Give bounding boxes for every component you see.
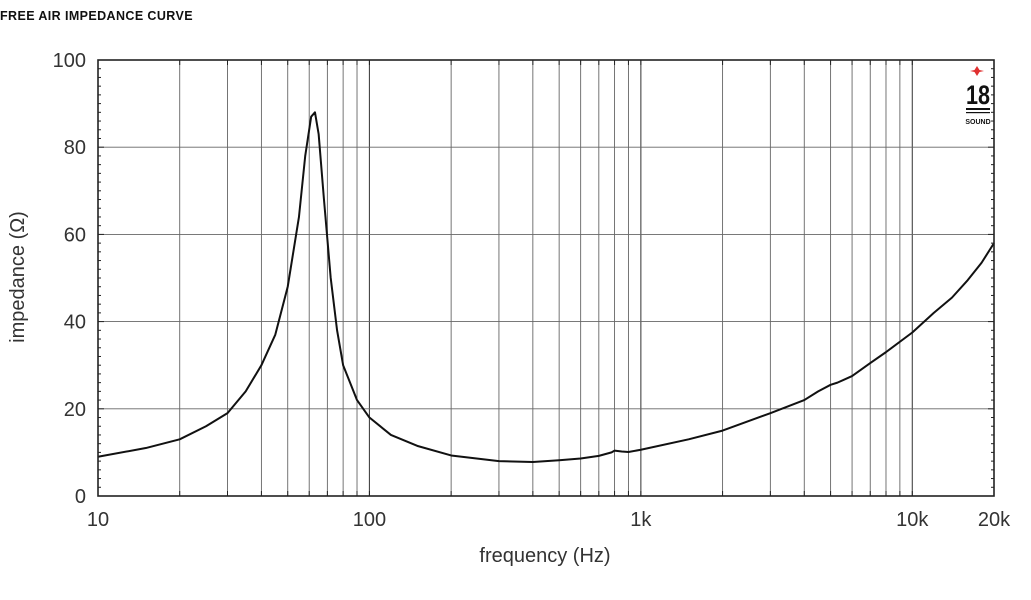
y-tick-label: 40 bbox=[64, 312, 86, 334]
x-tick-label: 1k bbox=[630, 509, 652, 531]
y-tick-label: 100 bbox=[53, 50, 86, 72]
x-tick-label: 20k bbox=[978, 509, 1011, 531]
x-axis-label: frequency (Hz) bbox=[479, 545, 610, 567]
y-tick-label: 80 bbox=[64, 137, 86, 159]
tick-layer bbox=[97, 59, 995, 497]
star-icon bbox=[970, 66, 984, 76]
logo-subtext: SOUND bbox=[965, 119, 990, 126]
logo-number: 18 bbox=[966, 80, 990, 110]
x-tick-label: 10 bbox=[87, 509, 109, 531]
brand-logo: 18 SOUND bbox=[965, 66, 991, 126]
label-layer: 0 20 40 60 80 100 10 100 1k 10k 20k bbox=[53, 50, 1011, 531]
chart-title: FREE AIR IMPEDANCE CURVE bbox=[0, 9, 193, 23]
curve-layer bbox=[97, 111, 995, 463]
x-tick-label: 10k bbox=[896, 509, 929, 531]
y-axis-label: impedance (Ω) bbox=[7, 211, 29, 343]
impedance-curve bbox=[97, 111, 995, 463]
logo-rule bbox=[966, 108, 990, 110]
y-tick-label: 20 bbox=[64, 399, 86, 421]
plot-frame bbox=[97, 59, 995, 497]
logo-rule bbox=[966, 112, 990, 114]
y-tick-label: 0 bbox=[75, 486, 86, 508]
y-tick-label: 60 bbox=[64, 224, 86, 246]
x-tick-label: 100 bbox=[353, 509, 386, 531]
grid-layer bbox=[98, 60, 994, 496]
